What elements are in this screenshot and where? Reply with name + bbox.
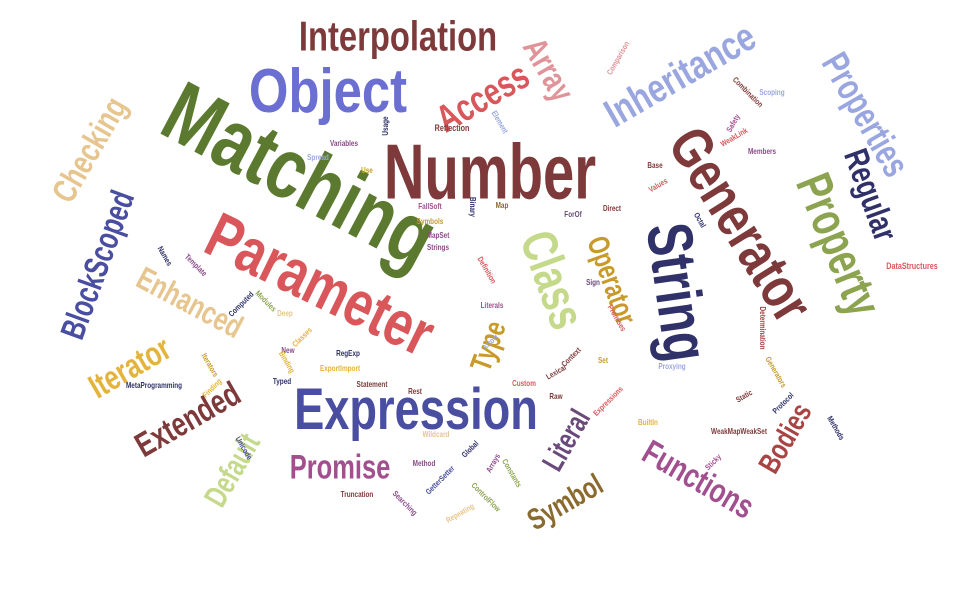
cloud-word-base: Base [647, 160, 662, 170]
cloud-word-interpolation: Interpolation [299, 13, 497, 60]
cloud-word-fallsoft: FallSoft [418, 201, 442, 211]
cloud-word-default: Default [197, 427, 267, 512]
cloud-word-promise: Promise [290, 449, 391, 486]
cloud-word-truncation: Truncation [341, 489, 374, 499]
cloud-word-context: Context [559, 345, 583, 369]
cloud-word-rest: Rest [408, 386, 422, 396]
cloud-word-static: Static [734, 387, 754, 404]
cloud-word-definition: Definition [475, 255, 498, 285]
cloud-word-statement: Statement [357, 379, 388, 389]
cloud-word-proxying: Proxying [658, 361, 685, 371]
cloud-word-methods: Methods [825, 414, 847, 442]
cloud-word-custom: Custom [512, 378, 536, 388]
cloud-word-sign: Sign [586, 277, 600, 287]
cloud-word-iterator: Iterator [83, 330, 178, 406]
cloud-word-map: Map [496, 200, 509, 210]
cloud-word-wildcard: Wildcard [423, 429, 450, 439]
cloud-word-literals: Literals [481, 300, 504, 310]
cloud-word-strings: Strings [427, 242, 449, 252]
cloud-word-method: Method [413, 458, 436, 468]
cloud-word-members: Members [748, 146, 776, 156]
cloud-word-symbols: Symbols [417, 216, 444, 226]
cloud-word-searching: Searching [391, 489, 420, 518]
cloud-word-arrays: Arrays [484, 452, 503, 475]
cloud-word-raw: Raw [549, 391, 562, 401]
cloud-word-repeating: Repeating [444, 501, 476, 525]
cloud-word-values: Values [647, 176, 670, 195]
cloud-word-expressions: Expressions [591, 384, 625, 418]
cloud-word-binary: Binary [468, 197, 478, 217]
cloud-word-deep: Deep [277, 308, 293, 318]
cloud-word-classes: Classes [290, 325, 314, 349]
cloud-word-scoping: Scoping [759, 87, 784, 97]
cloud-word-number: Number [384, 128, 596, 215]
cloud-word-blockscoped: BlockScoped [54, 186, 143, 345]
cloud-word-new: New [281, 345, 294, 355]
cloud-word-object: Object [249, 58, 407, 127]
cloud-word-literal: Literal [535, 403, 597, 476]
cloud-word-class: Class [509, 224, 595, 337]
cloud-word-comparison: Comparison [604, 39, 631, 76]
cloud-word-reflection: Reflection [435, 123, 470, 133]
cloud-word-symbol: Symbol [521, 467, 608, 537]
cloud-word-mapset: MapSet [427, 230, 450, 240]
cloud-word-functions: Functions [636, 433, 760, 526]
cloud-word-string: String [633, 218, 723, 365]
cloud-word-gettersetter: GetterSetter [423, 463, 456, 496]
cloud-word-regexp: RegExp [336, 348, 360, 358]
cloud-word-expression: Expression [294, 378, 538, 443]
cloud-word-use: Use [361, 165, 373, 175]
cloud-word-iterators: Iterators [199, 351, 220, 378]
cloud-word-bodies: Bodies [752, 397, 819, 479]
cloud-word-datastructures: DataStructures [886, 261, 938, 271]
cloud-word-typed: Typed [273, 376, 291, 386]
cloud-word-determination: Determination [758, 307, 768, 350]
cloud-word-variables: Variables [330, 138, 358, 148]
cloud-word-constants: Constants [500, 457, 524, 489]
cloud-word-spread: Spread [307, 152, 329, 162]
cloud-word-direct: Direct [603, 203, 622, 213]
cloud-word-weakmapweakset: WeakMapWeakSet [711, 426, 767, 436]
cloud-word-usage: Usage [380, 116, 390, 135]
cloud-word-builtin: BuiltIn [638, 417, 658, 427]
cloud-word-generators: Generators [763, 355, 789, 390]
cloud-word-metaprogramming: MetaProgramming [126, 380, 182, 390]
cloud-word-forof: ForOf [564, 209, 582, 219]
cloud-word-set: Set [598, 355, 608, 365]
cloud-word-exportimport: ExportImport [320, 363, 361, 373]
